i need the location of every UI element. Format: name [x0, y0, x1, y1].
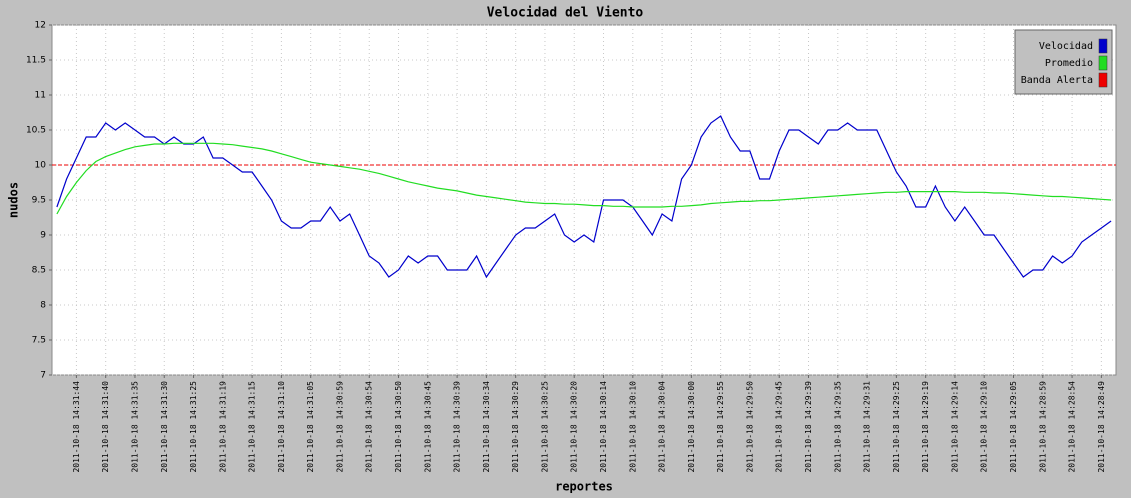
x-tick-label: 2011-10-18 14:30:34 [482, 381, 491, 473]
x-tick-label: 2011-10-18 14:30:45 [423, 381, 432, 473]
x-tick-label: 2011-10-18 14:30:50 [394, 381, 403, 473]
x-tick-label: 2011-10-18 14:30:54 [365, 381, 374, 473]
x-tick-label: 2011-10-18 14:30:39 [453, 381, 462, 473]
legend-swatch [1098, 38, 1108, 54]
legend-label: Promedio [1045, 58, 1093, 69]
y-tick-label: 11.5 [26, 56, 46, 66]
x-tick-label: 2011-10-18 14:30:20 [570, 381, 579, 473]
series-line [56, 142, 1112, 215]
series-line [56, 115, 1112, 279]
x-tick-label: 2011-10-18 14:28:59 [1038, 381, 1047, 473]
x-tick-label: 2011-10-18 14:31:35 [130, 381, 139, 473]
x-tick-label: 2011-10-18 14:29:10 [980, 381, 989, 473]
x-tick-label: 2011-10-18 14:29:25 [892, 381, 901, 473]
x-tick-label: 2011-10-18 14:28:49 [1097, 381, 1106, 473]
x-tick-label: 2011-10-18 14:29:14 [950, 381, 959, 473]
x-tick-label: 2011-10-18 14:30:29 [511, 381, 520, 473]
x-tick-label: 2011-10-18 14:30:04 [658, 381, 667, 473]
x-tick-label: 2011-10-18 14:31:44 [72, 381, 81, 473]
x-tick-label: 2011-10-18 14:29:45 [775, 381, 784, 473]
x-tick-label: 2011-10-18 14:31:05 [306, 381, 315, 473]
x-tick-label: 2011-10-18 14:31:15 [248, 381, 257, 473]
x-tick-label: 2011-10-18 14:31:10 [277, 381, 286, 473]
x-tick-label: 2011-10-18 14:31:19 [218, 381, 227, 473]
x-tick-label: 2011-10-18 14:30:59 [335, 381, 344, 473]
legend-box [1014, 29, 1113, 95]
y-tick-label: 9.5 [32, 196, 46, 206]
x-tick-label: 2011-10-18 14:29:50 [745, 381, 754, 473]
legend-label: Velocidad [1039, 41, 1093, 52]
y-tick-label: 10.5 [26, 126, 46, 136]
x-tick-label: 2011-10-18 14:31:40 [101, 381, 110, 473]
y-tick-label: 7 [40, 371, 46, 381]
chart-title: Velocidad del Viento [487, 6, 644, 21]
x-tick-label: 2011-10-18 14:29:35 [833, 381, 842, 473]
legend-label: Banda Alerta [1021, 75, 1093, 86]
x-tick-label: 2011-10-18 14:30:25 [540, 381, 549, 473]
x-tick-label: 2011-10-18 14:31:30 [160, 381, 169, 473]
x-tick-label: 2011-10-18 14:31:25 [189, 381, 198, 473]
y-tick-label: 12 [35, 21, 46, 31]
x-tick-label: 2011-10-18 14:30:00 [687, 381, 696, 473]
legend-swatch [1098, 72, 1108, 88]
x-tick-label: 2011-10-18 14:30:10 [628, 381, 637, 473]
x-tick-label: 2011-10-18 14:28:54 [1068, 381, 1077, 473]
y-axis-label: nudos [7, 182, 21, 218]
x-tick-label: 2011-10-18 14:29:55 [716, 381, 725, 473]
x-tick-label: 2011-10-18 14:30:14 [599, 381, 608, 473]
x-axis-label: reportes [555, 480, 613, 494]
legend-swatch [1098, 55, 1108, 71]
x-tick-label: 2011-10-18 14:29:05 [1009, 381, 1018, 473]
y-tick-label: 10 [35, 161, 47, 171]
y-tick-label: 7.5 [32, 336, 46, 346]
y-tick-label: 9 [40, 231, 46, 241]
y-tick-label: 11 [35, 91, 46, 101]
x-tick-label: 2011-10-18 14:29:39 [804, 381, 813, 473]
x-tick-label: 2011-10-18 14:29:19 [921, 381, 930, 473]
x-tick-label: 2011-10-18 14:29:31 [863, 381, 872, 473]
y-tick-label: 8.5 [32, 266, 46, 276]
y-tick-label: 8 [40, 301, 46, 311]
